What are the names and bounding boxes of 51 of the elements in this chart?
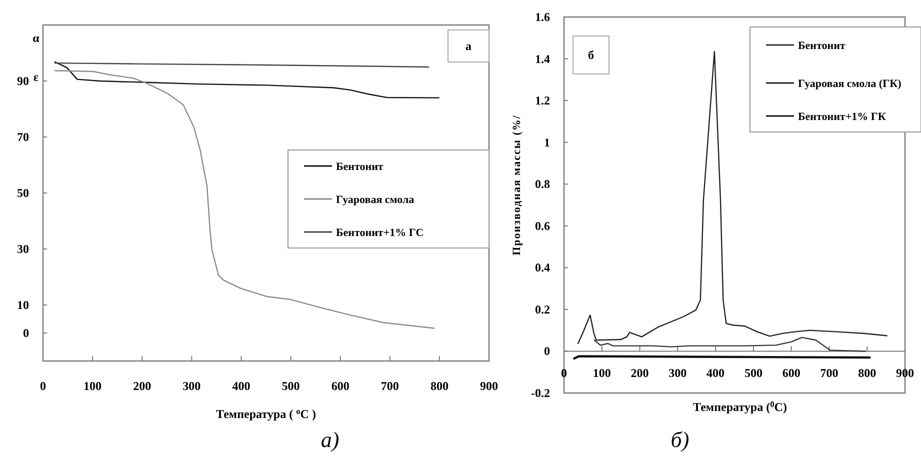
y-tick-label: 1.4 — [535, 52, 550, 66]
y-axis-title: Производная массы (%/ — [511, 114, 523, 256]
x-tick-label: 100 — [592, 366, 611, 380]
text: ε — [33, 70, 39, 84]
y-tick-label: 50 — [17, 186, 29, 200]
x-tick-label: 0 — [561, 366, 567, 380]
x-tick-label: 100 — [84, 379, 102, 393]
legend-label: Бентонит+1% ГС — [336, 227, 424, 239]
legend-label: Гуаровая смола — [336, 194, 415, 206]
y-tick-label: 1.6 — [535, 10, 550, 24]
x-tick-label: 600 — [331, 379, 350, 393]
x-tick-label: 200 — [133, 379, 152, 393]
legend-label: Гуаровая смола (ГК) — [798, 78, 902, 90]
x-tick-label: 800 — [430, 379, 448, 393]
x-tick-label: 400 — [706, 366, 725, 380]
annotation: а — [466, 39, 472, 53]
y-tick-label: 0 — [23, 326, 29, 340]
legend-label: Бентонит — [336, 161, 384, 173]
x-tick-label: 700 — [380, 379, 399, 393]
y-tick-label: 1 — [544, 135, 550, 150]
text: α — [32, 31, 40, 45]
x-axis-title: Температура ( $^{o}$C ) — [216, 406, 316, 421]
x-tick-label: 700 — [820, 366, 838, 380]
x-tick-label: 300 — [668, 366, 687, 380]
legend-label: Бентонит+1% ГК — [798, 111, 886, 123]
y-tick-label: 1.2 — [535, 94, 550, 108]
y-tick-label: 90 — [17, 74, 29, 88]
y-tick-label: -0.2 — [531, 386, 550, 400]
x-tick-label: 900 — [480, 379, 498, 393]
y-tick-label: 0 — [544, 344, 550, 358]
y-tick-label: 70 — [17, 130, 29, 144]
y-tick-label: 0.8 — [535, 177, 550, 192]
x-tick-label: 800 — [858, 366, 876, 380]
x-tick-label: 500 — [744, 366, 762, 380]
x-tick-label: 600 — [782, 366, 800, 380]
x-tick-label: 0 — [40, 379, 46, 393]
text: б) — [670, 427, 690, 452]
x-axis-title: Температура ($^{0}$C) — [693, 400, 787, 414]
x-tick-label: 900 — [896, 366, 914, 380]
x-tick-label: 200 — [630, 366, 649, 380]
annotation: б — [588, 48, 594, 62]
y-tick-label: 30 — [17, 242, 29, 256]
text: а) — [320, 427, 340, 452]
y-tick-label: 0.2 — [535, 302, 550, 316]
x-tick-label: 400 — [232, 379, 250, 393]
x-tick-label: 500 — [282, 379, 300, 393]
x-tick-label: 300 — [182, 379, 201, 393]
y-tick-label: 0.6 — [535, 218, 550, 233]
legend-label: Бентонит — [798, 40, 846, 52]
y-tick-label: 0.4 — [535, 260, 550, 275]
y-tick-label: 10 — [17, 298, 29, 312]
